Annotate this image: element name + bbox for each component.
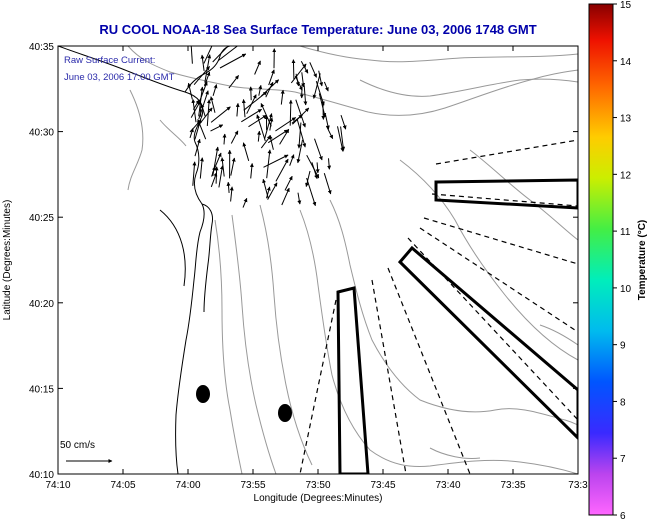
- x-tick-label: 73:45: [370, 480, 395, 491]
- current-vector: [290, 100, 291, 126]
- y-tick-label: 40:35: [29, 42, 54, 53]
- x-tick-label: 74:05: [110, 480, 135, 491]
- colorbar-label: Temperature (°C): [637, 220, 648, 301]
- colorbar-tick-label: 10: [620, 284, 632, 295]
- x-tick-label: 74:10: [45, 480, 70, 491]
- x-tick-label: 73:3: [568, 480, 588, 491]
- colorbar-tick-label: 12: [620, 170, 632, 181]
- colorbar-tick-label: 7: [620, 454, 626, 465]
- overlay-line-1: Raw Surface Current:: [64, 55, 155, 66]
- colorbar: [589, 4, 613, 515]
- x-axis-label: Longitude (Degrees:Minutes): [254, 493, 383, 504]
- chart-title: RU COOL NOAA-18 Sea Surface Temperature:…: [99, 22, 536, 37]
- x-tick-label: 73:55: [240, 480, 265, 491]
- current-vector: [293, 60, 294, 80]
- colorbar-ticks: 15 14 13 12 11 10 9 8 7 6: [613, 0, 632, 519]
- colorbar-tick-label: 11: [620, 227, 631, 238]
- current-vector: [251, 87, 252, 100]
- colorbar-tick-label: 9: [620, 341, 626, 352]
- x-tick-label: 73:50: [305, 480, 330, 491]
- colorbar-tick-label: 13: [620, 114, 632, 125]
- x-tick-label: 73:40: [435, 480, 460, 491]
- current-vector: [216, 167, 217, 184]
- x-tick-label: 74:00: [175, 480, 200, 491]
- colorbar-tick-label: 6: [620, 511, 626, 519]
- map-area: Raw Surface Current: June 03, 2006 17:00…: [58, 39, 578, 474]
- map-background: [58, 46, 578, 474]
- colorbar-tick-label: 14: [620, 57, 632, 68]
- x-tick-label: 73:35: [500, 480, 525, 491]
- colorbar-tick-label: 8: [620, 397, 626, 408]
- y-tick-label: 40:25: [29, 213, 54, 224]
- y-tick-label: 40:30: [29, 128, 54, 139]
- y-axis-label: Latitude (Degrees:Minutes): [2, 200, 13, 321]
- y-tick-label: 40:15: [29, 384, 54, 395]
- y-tick-label: 40:10: [29, 470, 54, 481]
- overlay-line-2: June 03, 2006 17:00 GMT: [64, 72, 175, 83]
- y-tick-label: 40:20: [29, 299, 54, 310]
- buoy-marker: [278, 404, 292, 422]
- scale-label: 50 cm/s: [60, 440, 95, 451]
- colorbar-tick-label: 15: [620, 0, 632, 11]
- buoy-marker: [196, 385, 210, 403]
